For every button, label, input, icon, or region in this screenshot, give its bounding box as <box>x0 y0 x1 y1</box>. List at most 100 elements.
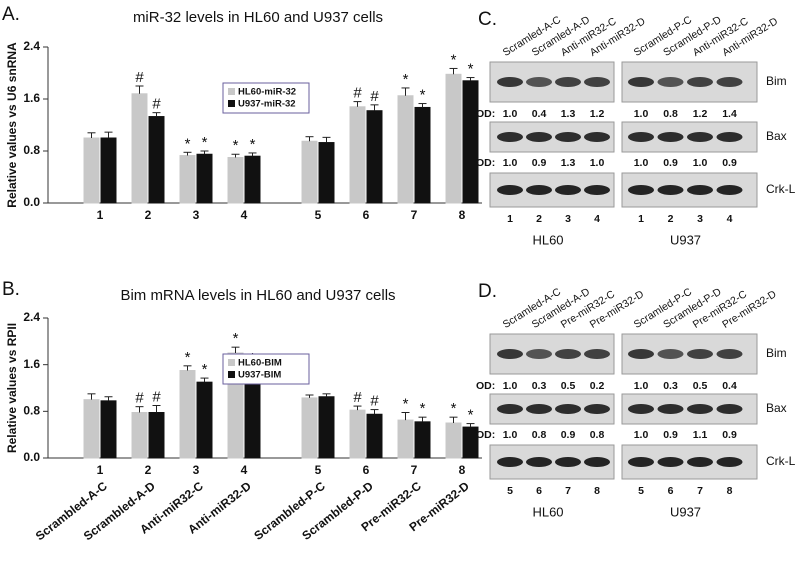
od-value: 1.0 <box>503 157 518 169</box>
protein-label: Bim <box>766 74 787 88</box>
blot-band <box>526 457 552 467</box>
bar <box>227 157 244 204</box>
blot-band <box>628 349 654 359</box>
blot-band <box>716 132 743 142</box>
blot-band <box>497 349 523 359</box>
blot-band <box>657 185 684 195</box>
blot-band <box>497 457 523 467</box>
bar <box>179 370 196 459</box>
y-tick-label: 0.8 <box>23 404 40 418</box>
significance-marker: * <box>468 407 474 424</box>
blot-band <box>657 404 684 414</box>
od-value: 0.3 <box>532 380 547 392</box>
blot-band <box>584 132 610 142</box>
od-label: OD: <box>476 429 495 441</box>
protein-label: Bim <box>766 346 787 360</box>
blot-band <box>628 185 654 195</box>
legend-swatch <box>228 100 235 107</box>
blot-band <box>716 457 743 467</box>
significance-marker: * <box>185 135 191 152</box>
lane-number: 2 <box>536 213 542 225</box>
significance-marker: # <box>135 69 144 86</box>
cell-line: HL60 <box>532 232 563 247</box>
bar <box>445 73 462 204</box>
od-value: 1.0 <box>503 429 518 441</box>
od-value: 0.9 <box>663 429 678 441</box>
bar <box>318 396 335 459</box>
legend-swatch <box>228 371 235 378</box>
significance-marker: * <box>420 87 426 104</box>
bar <box>414 421 431 459</box>
od-value: 0.4 <box>722 380 737 392</box>
blot-band <box>555 404 581 414</box>
bar <box>462 80 479 204</box>
blot-band <box>555 185 581 195</box>
od-value: 0.2 <box>590 380 605 392</box>
lane-number: 2 <box>668 213 674 225</box>
x-tick-label: 1 <box>97 208 104 222</box>
blot-band <box>628 457 654 467</box>
significance-marker: # <box>353 85 362 102</box>
od-label: OD: <box>476 380 495 392</box>
od-value: 1.3 <box>561 157 576 169</box>
bar <box>414 106 431 204</box>
significance-marker: * <box>250 136 256 153</box>
od-value: 1.1 <box>693 429 708 441</box>
blot-band <box>555 132 581 142</box>
blot-band <box>497 185 523 195</box>
blot-band <box>526 349 552 359</box>
blot-band <box>687 457 713 467</box>
od-value: 0.9 <box>663 157 678 169</box>
blot-band <box>584 77 610 87</box>
x-tick-label: 4 <box>241 208 248 222</box>
significance-marker: * <box>451 51 457 68</box>
y-tick-label: 2.4 <box>23 310 40 324</box>
od-value: 0.4 <box>532 108 547 120</box>
significance-marker: # <box>152 96 161 113</box>
blot-band <box>584 185 610 195</box>
od-value: 0.9 <box>722 157 737 169</box>
x-tick-label: 1 <box>97 463 104 477</box>
bar <box>318 142 335 204</box>
blot-band <box>628 77 654 87</box>
blot-band <box>657 457 684 467</box>
bar <box>196 381 213 459</box>
chart-title: Bim mRNA levels in HL60 and U937 cells <box>120 287 395 304</box>
od-value: 1.4 <box>722 108 737 120</box>
blot-band <box>687 404 713 414</box>
x-tick-label: 3 <box>193 463 200 477</box>
significance-marker: * <box>403 395 409 412</box>
lane-number: 7 <box>565 485 571 497</box>
od-value: 1.0 <box>634 108 649 120</box>
od-value: 1.0 <box>693 157 708 169</box>
blot-band <box>687 349 713 359</box>
significance-marker: * <box>233 330 239 347</box>
lane-number: 6 <box>668 485 674 497</box>
bar <box>301 140 318 204</box>
blot-band <box>584 457 610 467</box>
legend-label: HL60-BIM <box>238 358 282 369</box>
od-value: 1.0 <box>503 108 518 120</box>
significance-marker: * <box>185 349 191 366</box>
od-value: 1.2 <box>693 108 708 120</box>
significance-marker: * <box>202 361 208 378</box>
blot-band <box>526 132 552 142</box>
significance-marker: * <box>420 400 426 417</box>
x-tick-label: 7 <box>411 463 418 477</box>
legend-label: U937-miR-32 <box>238 99 296 110</box>
lane-number: 3 <box>565 213 571 225</box>
od-value: 0.5 <box>561 380 576 392</box>
panel-label: A. <box>2 4 20 25</box>
x-tick-label: 3 <box>193 208 200 222</box>
blot-band <box>584 404 610 414</box>
bar <box>148 412 165 459</box>
y-tick-label: 0.0 <box>23 195 40 209</box>
cell-line: U937 <box>670 504 701 519</box>
legend-swatch <box>228 88 235 95</box>
legend-swatch <box>228 359 235 366</box>
lane-number: 6 <box>536 485 542 497</box>
legend-box <box>222 82 310 114</box>
x-tick-label: 6 <box>363 208 370 222</box>
